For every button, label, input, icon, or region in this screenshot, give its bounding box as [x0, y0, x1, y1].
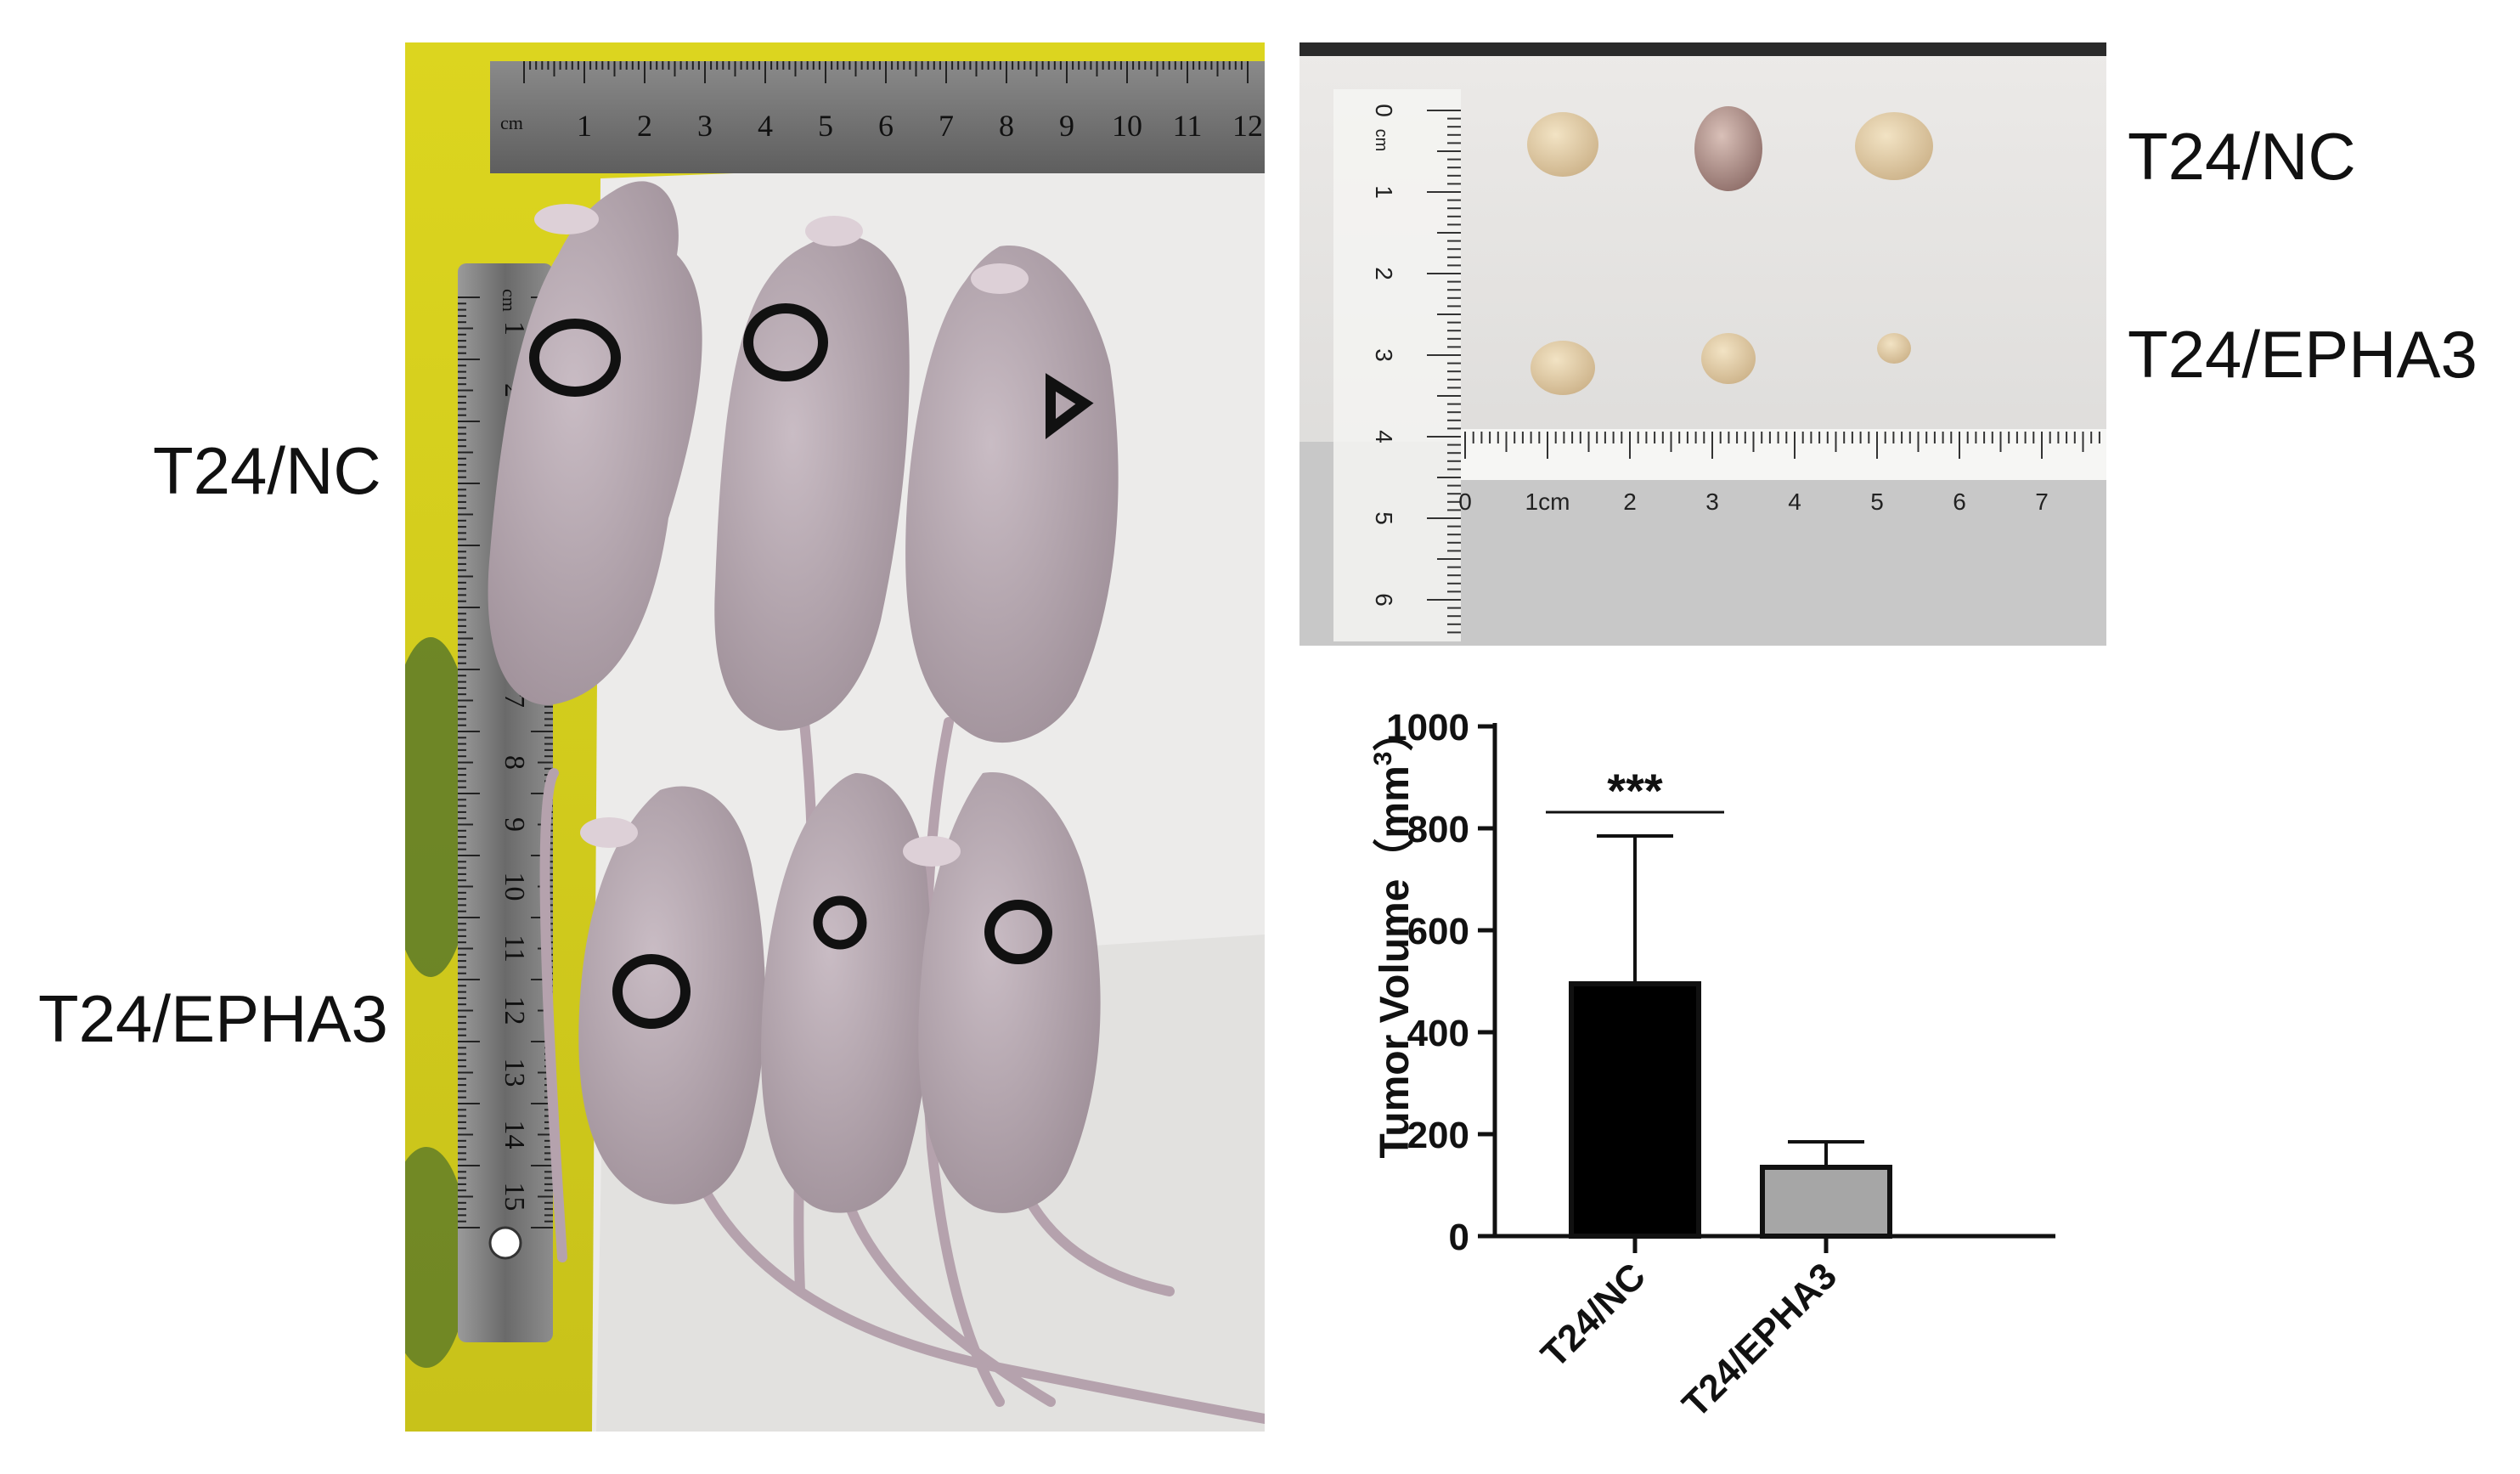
ruler-tick-label: 13	[499, 1059, 530, 1087]
ruler-tick-label: 8	[499, 755, 530, 770]
ruler-unit-label: cm	[1372, 129, 1390, 152]
x-tick-label: T24/NC	[1533, 1255, 1654, 1375]
y-tick-label: 800	[1407, 809, 1469, 850]
top-edge	[1299, 42, 2106, 56]
y-tick-label: 200	[1407, 1115, 1469, 1156]
significance-marker: ***	[1607, 764, 1663, 817]
mouse-nc-1	[488, 181, 702, 1262]
ruler-tick-label: 0	[1371, 104, 1397, 117]
ruler-tick-label: 7	[2035, 489, 2049, 515]
horizontal-ruler: cm 1 2 3 4 5 6 7 8 9 10 11 12	[490, 61, 1265, 173]
y-axis-label: Tumor Volume（mm3）	[1369, 711, 1418, 1159]
tumor-nc-1	[1527, 112, 1598, 177]
ruler-tick-label: 6	[878, 109, 894, 143]
ruler-tick-label: 3	[1371, 348, 1397, 362]
ruler-tick-label: 7	[499, 693, 530, 708]
ruler-tick-label: 10	[499, 873, 530, 901]
tumor-horizontal-ruler: 0 1cm 2 3 4 5 6 7	[1458, 429, 2106, 515]
y-tick-label: 400	[1407, 1013, 1469, 1054]
ruler-unit-label: cm	[500, 112, 523, 133]
ruler-tick-label: 1	[499, 321, 530, 336]
x-tick-label: T24/EPHA3	[1674, 1255, 1845, 1426]
tumor-vertical-ruler: 0 1 2 3 4 5 6 cm	[1333, 89, 1461, 641]
ruler-tick-label: 12	[499, 997, 530, 1025]
tumor-volume-chart: 0 200 400 600 800 1000 T24/NC T24/EPHA3 Tumor …	[1369, 707, 2055, 1426]
ruler-tick-label: 4	[758, 109, 773, 143]
ruler-tick-label: 11	[499, 935, 530, 963]
ruler-tick-label: 5	[1870, 489, 1884, 515]
mouse-epha3-2	[761, 773, 1056, 1407]
ruler-tick-label: 5	[818, 109, 833, 143]
ruler-tick-label: 0	[1458, 489, 1472, 515]
ruler-tick-label: 9	[1059, 109, 1074, 143]
tumor-nc-3	[1855, 112, 1933, 180]
ruler-tick-label: 2	[637, 109, 652, 143]
mouse-epha3-3	[903, 772, 1175, 1296]
y-tick-label: 0	[1449, 1217, 1469, 1258]
ruler-tick-label: 6	[1953, 489, 1966, 515]
ruler-tick-label: 1	[577, 109, 592, 143]
group-label-epha3-left: T24/EPHA3	[38, 981, 388, 1056]
tumor-epha3-1	[1531, 341, 1595, 395]
ruler-tick-label: 4	[1371, 430, 1397, 443]
ruler-tick-label: 6	[1371, 593, 1397, 607]
ruler-unit-label: cm	[499, 289, 520, 312]
mouse-epha3-1	[578, 786, 1265, 1424]
ruler-tick-label: 2	[1623, 489, 1637, 515]
y-tick-label: 1000	[1386, 707, 1469, 748]
ruler-tick-label: 10	[1112, 109, 1142, 143]
bar-nc	[1569, 981, 1701, 1239]
group-label-epha3-right: T24/EPHA3	[2128, 317, 2478, 392]
ruler-tick-label: 15	[499, 1183, 530, 1211]
ruler-tick-label: 3	[697, 109, 713, 143]
leaf-pattern	[405, 1147, 469, 1368]
ruler-tick-label: 8	[999, 109, 1014, 143]
ruler-tick-label: 1	[1371, 185, 1397, 199]
tumor-epha3-2	[1701, 333, 1756, 384]
ruler-tick-label: 3	[1705, 489, 1719, 515]
ruler-tick-label: 7	[939, 109, 954, 143]
group-label-nc-left: T24/NC	[153, 433, 381, 508]
group-label-nc-right: T24/NC	[2128, 119, 2356, 194]
ruler-tick-label: 14	[499, 1121, 530, 1149]
ruler-tick-label: 9	[499, 817, 530, 832]
tumors-photo: 0 1 2 3 4 5 6 cm 0 1cm 2 3 4 5 6 7	[1299, 42, 2106, 646]
y-tick-label: 600	[1407, 911, 1469, 952]
bar-epha3	[1760, 1165, 1892, 1239]
ruler-tick-label: 2	[1371, 267, 1397, 280]
ruler-tick-label: 11	[1173, 109, 1203, 143]
ruler-tick-label: 12	[1232, 109, 1263, 143]
ruler-tick-label: 5	[1371, 511, 1397, 525]
ruler-tick-label: 1cm	[1525, 489, 1570, 515]
ruler-tick-label: 4	[1788, 489, 1801, 515]
tumor-nc-2	[1694, 106, 1762, 191]
tumor-epha3-3	[1877, 333, 1911, 364]
